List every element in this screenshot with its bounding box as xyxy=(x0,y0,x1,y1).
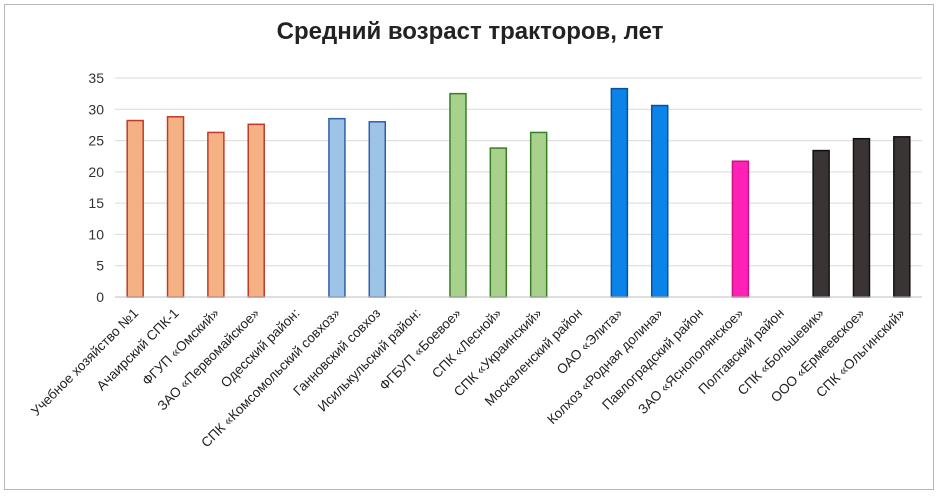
x-tick-label: СПК «Лесной» xyxy=(429,306,504,381)
y-tick-label: 5 xyxy=(96,258,104,274)
bar xyxy=(650,104,669,298)
bar xyxy=(449,92,467,298)
bars xyxy=(126,87,911,298)
gridlines xyxy=(115,77,922,267)
y-axis-ticks: 0 5 10 15 20 25 30 35 xyxy=(88,70,104,305)
y-tick-label: 0 xyxy=(96,289,104,305)
bar xyxy=(328,117,346,298)
chart-frame xyxy=(4,4,934,490)
bar xyxy=(126,119,144,298)
bar xyxy=(852,137,871,298)
y-tick-label: 25 xyxy=(88,133,104,149)
y-tick-label: 15 xyxy=(88,195,104,211)
bar xyxy=(207,131,225,298)
y-tick-label: 20 xyxy=(88,164,104,180)
y-tick-label: 30 xyxy=(88,101,104,117)
chart-title: Средний возраст тракторов, лет xyxy=(276,18,664,45)
bar xyxy=(610,87,629,298)
bar xyxy=(247,123,265,298)
bar xyxy=(529,131,548,298)
bar xyxy=(489,147,508,298)
y-tick-label: 10 xyxy=(88,226,104,242)
bar xyxy=(731,160,750,298)
bar xyxy=(368,121,387,298)
bar xyxy=(812,149,830,298)
y-tick-label: 35 xyxy=(88,70,104,86)
bar xyxy=(166,116,185,298)
bar xyxy=(893,136,911,298)
